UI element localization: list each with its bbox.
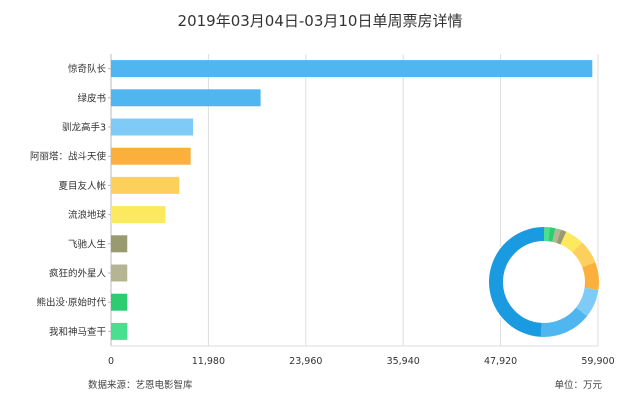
donut-background bbox=[488, 226, 600, 338]
category-label: 我和神马查干 bbox=[49, 326, 106, 338]
bar bbox=[111, 235, 128, 253]
donut-slice bbox=[582, 262, 599, 290]
bars bbox=[111, 60, 593, 340]
category-label: 熊出没·原始时代 bbox=[36, 297, 106, 309]
bar bbox=[111, 60, 593, 78]
bar bbox=[111, 293, 128, 311]
source-note: 数据来源：艺恩电影智库 bbox=[88, 379, 193, 391]
bar bbox=[111, 89, 261, 107]
category-label: 飞驰人生 bbox=[68, 238, 107, 250]
bar bbox=[111, 118, 194, 136]
donut-inset bbox=[488, 226, 600, 338]
chart-title: 2019年03月04日-03月10日单周票房详情 bbox=[178, 12, 463, 30]
x-tick-label: 11,980 bbox=[192, 356, 225, 367]
donut-slice bbox=[556, 229, 567, 245]
donut-slice bbox=[489, 227, 545, 337]
x-tick-label: 59,900 bbox=[581, 356, 614, 367]
unit-note: 单位：万元 bbox=[554, 379, 602, 391]
category-label: 流浪地球 bbox=[68, 209, 107, 221]
category-label: 阿丽塔：战斗天使 bbox=[30, 151, 107, 163]
bar bbox=[111, 176, 180, 194]
donut-slice bbox=[552, 228, 561, 244]
donut-slice bbox=[548, 227, 556, 242]
category-label: 绿皮书 bbox=[77, 92, 106, 104]
donut-slice bbox=[575, 287, 599, 317]
donut-slice bbox=[540, 307, 588, 337]
category-label: 疯狂的外星人 bbox=[49, 268, 107, 280]
donut-slice bbox=[560, 231, 583, 253]
bar bbox=[111, 147, 191, 165]
bar bbox=[111, 322, 128, 340]
category-label: 驯龙高手3 bbox=[62, 122, 106, 134]
category-label: 惊奇队长 bbox=[68, 63, 107, 75]
x-tick-label: 0 bbox=[108, 356, 114, 367]
x-tick-label: 35,940 bbox=[387, 356, 420, 367]
tick-labels: 0 11,980 23,960 35,940 47,920 59,900 bbox=[108, 356, 615, 367]
bar bbox=[111, 206, 166, 224]
category-label: 夏目友人帐 bbox=[58, 180, 106, 192]
bar bbox=[111, 264, 128, 282]
donut-slice bbox=[572, 242, 596, 268]
x-tick-label: 23,960 bbox=[289, 356, 322, 367]
x-tick-label: 47,920 bbox=[484, 356, 517, 367]
